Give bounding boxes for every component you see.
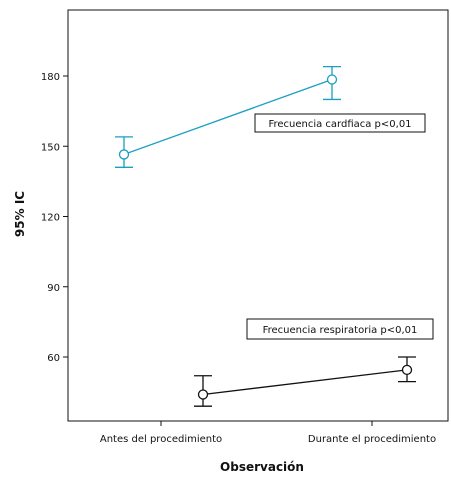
y-tick-label: 90 <box>47 283 60 294</box>
annotation-box-fr <box>246 318 434 340</box>
y-axis-title: 95% IC <box>13 191 27 237</box>
annotation-layer: Frecuencia cardfiaca p<0,01 Frecuencia re… <box>246 113 434 340</box>
y-tick-label: 60 <box>47 353 60 364</box>
annotation-fc: Frecuencia cardfiaca p<0,01 <box>254 113 426 133</box>
y-tick-label: 150 <box>41 142 60 153</box>
y-tick-label: 180 <box>41 72 60 83</box>
series-layer <box>115 65 416 407</box>
series-fc <box>115 65 341 168</box>
x-axis: Antes del procedimiento Durante el proced… <box>100 421 436 445</box>
annotation-text-fr: Frecuencia respiratoria p<0,01 <box>263 325 418 336</box>
y-axis: 60 90 120 150 180 <box>41 72 68 364</box>
mean-marker-fc <box>326 74 338 85</box>
plot-frame <box>67 9 449 422</box>
mean-marker-fr <box>197 389 209 400</box>
x-axis-title: Observación <box>220 460 304 474</box>
annotation-box-fc <box>254 113 426 133</box>
mean-marker-fr <box>401 364 413 376</box>
series-fr <box>194 356 416 407</box>
mean-marker-fc <box>118 149 130 160</box>
x-tick-label: Antes del procedimiento <box>100 434 222 445</box>
annotation-fr: Frecuencia respiratoria p<0,01 <box>246 318 434 340</box>
series-line-fc <box>123 78 333 156</box>
series-line-fr <box>202 369 408 396</box>
x-tick-label: Durante el procedimiento <box>308 434 436 445</box>
y-tick-label: 120 <box>41 213 60 224</box>
annotation-text-fc: Frecuencia cardfiaca p<0,01 <box>268 119 411 130</box>
